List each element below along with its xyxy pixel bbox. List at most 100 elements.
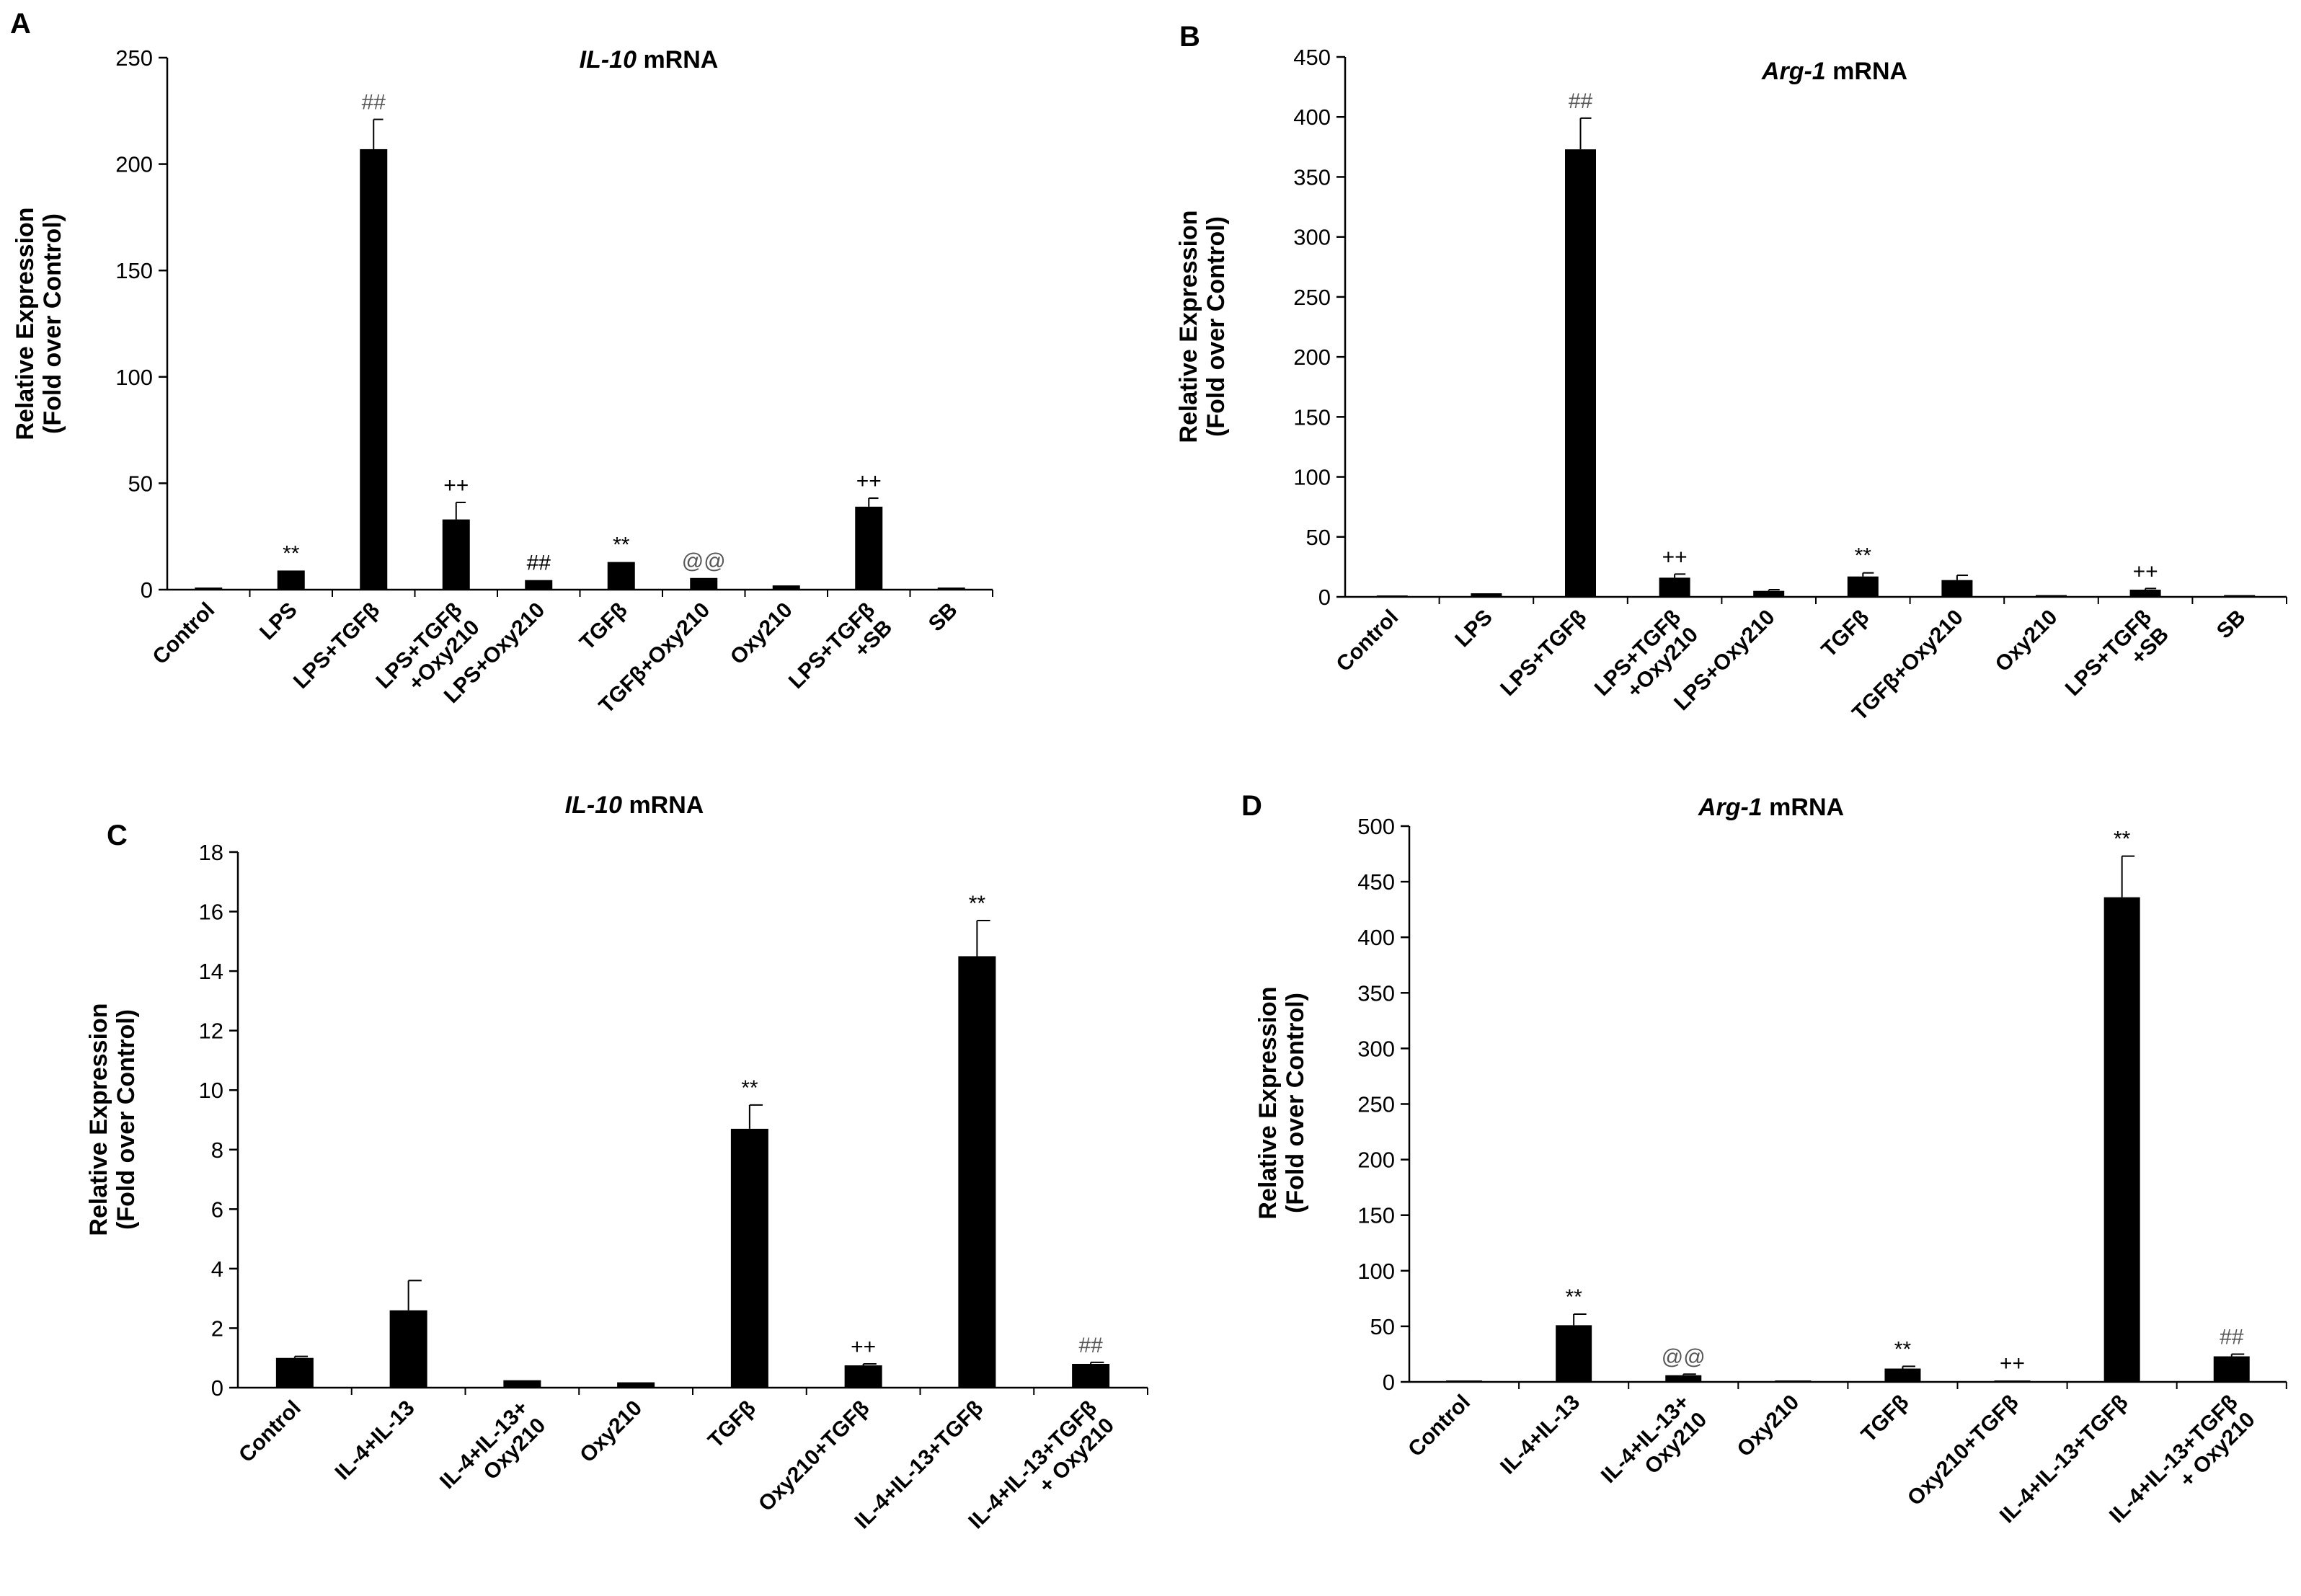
significance-marker: ## <box>1569 89 1593 113</box>
y-tick-label: 250 <box>115 45 153 71</box>
category-label: SB <box>2212 606 2251 644</box>
y-tick-label: 50 <box>128 471 153 496</box>
bar <box>389 1310 427 1388</box>
bar <box>1446 1380 1483 1382</box>
bar <box>1753 590 1785 597</box>
y-tick-label: 250 <box>1293 285 1331 310</box>
significance-marker: ++ <box>851 1335 876 1359</box>
significance-marker: ++ <box>856 469 882 493</box>
category-label: IL-4+IL-13+Oxy210 <box>435 1396 550 1511</box>
significance-marker: ** <box>1565 1285 1582 1309</box>
category-label: TGFβ <box>704 1396 761 1453</box>
category-label: Control <box>1404 1391 1475 1462</box>
panel-label: B <box>1179 21 1200 53</box>
category-label: TGFβ <box>575 598 632 655</box>
category-label: Oxy210 <box>1991 606 2062 677</box>
y-tick-label: 100 <box>115 365 153 390</box>
y-tick-label: 10 <box>199 1078 223 1103</box>
category-label: LPS+TGFβ <box>1496 606 1591 701</box>
bar <box>855 506 883 590</box>
category-label: IL-4+IL-13 <box>331 1396 420 1485</box>
bar <box>1941 580 1973 597</box>
y-tick-label: 300 <box>1357 1036 1395 1061</box>
y-axis-label: Relative Expression(Fold over Control) <box>85 1003 140 1236</box>
bar <box>2129 590 2161 597</box>
significance-marker: ** <box>741 1076 758 1100</box>
bar <box>1884 1368 1921 1382</box>
bar <box>937 588 965 590</box>
y-axis-label: Relative Expression(Fold over Control) <box>1254 986 1309 1219</box>
y-tick-label: 300 <box>1293 225 1331 250</box>
y-tick-label: 150 <box>1293 404 1331 430</box>
bar <box>730 1128 768 1388</box>
chart-title: IL-10 mRNA <box>580 46 719 74</box>
bar <box>1471 593 1502 597</box>
category-label: Oxy210+TGFβ <box>1903 1391 2023 1511</box>
bar <box>503 1380 541 1388</box>
bar <box>277 570 305 590</box>
bar <box>958 956 996 1388</box>
y-axis-label: Relative Expression(Fold over Control) <box>12 207 66 440</box>
significance-marker: ** <box>1894 1337 1912 1361</box>
y-tick-label: 400 <box>1357 925 1395 950</box>
category-label: LPS+TGFβ+SB <box>784 598 897 711</box>
category-label: LPS+TGFβ <box>289 598 384 693</box>
y-tick-label: 0 <box>1383 1370 1395 1395</box>
significance-marker: ++ <box>2000 1352 2025 1375</box>
significance-marker: ** <box>1855 544 1872 568</box>
y-tick-label: 450 <box>1357 869 1395 895</box>
significance-marker: ++ <box>1662 545 1688 569</box>
y-tick-label: 200 <box>115 152 153 177</box>
bar <box>2103 897 2140 1382</box>
y-tick-label: 250 <box>1357 1092 1395 1117</box>
category-label: IL-4+IL-13+Oxy210 <box>1597 1391 1711 1505</box>
bar <box>275 1357 314 1388</box>
category-label: LPS+Oxy210 <box>1670 606 1779 715</box>
y-tick-label: 350 <box>1357 980 1395 1006</box>
bar <box>1994 1380 2031 1382</box>
significance-marker: ** <box>2114 828 2131 851</box>
panel-a: A IL-10 mRNA 0 50 100 150 200 250 Relative Expre… <box>10 8 993 718</box>
y-tick-label: 100 <box>1357 1259 1395 1284</box>
significance-marker: ** <box>613 533 630 557</box>
y-tick-label: 150 <box>115 258 153 283</box>
bar <box>525 580 553 590</box>
y-tick-label: 400 <box>1293 105 1331 130</box>
y-tick-label: 0 <box>141 577 153 603</box>
y-tick-label: 18 <box>199 840 223 865</box>
category-label: Control <box>234 1396 306 1468</box>
y-tick-label: 6 <box>211 1197 223 1222</box>
y-tick-label: 200 <box>1293 345 1331 370</box>
bar <box>360 148 388 590</box>
category-label: TGFβ <box>1857 1391 1914 1448</box>
y-tick-label: 100 <box>1293 465 1331 490</box>
bar <box>607 562 635 590</box>
significance-marker: ## <box>362 91 386 115</box>
panel-b: B Arg-1 mRNA 0 50 100 150 200 250 300 350 400 450 Re… <box>1175 21 2287 725</box>
y-tick-label: 0 <box>1318 585 1331 610</box>
bar <box>1665 1375 1702 1382</box>
bar <box>1376 595 1408 597</box>
bar <box>1775 1380 1812 1382</box>
category-label: IL-4+IL-13 <box>1496 1391 1584 1479</box>
y-tick-label: 16 <box>199 900 223 925</box>
panel-c: C IL-10 mRNA 0 2 4 6 8 10 12 14 16 18 Relative Expre… <box>85 792 1148 1533</box>
significance-marker: @@ <box>682 549 726 573</box>
y-tick-label: 12 <box>199 1019 223 1044</box>
significance-marker: ++ <box>443 474 469 497</box>
bar <box>2224 595 2256 597</box>
y-tick-label: 50 <box>1306 525 1331 550</box>
panel-label: C <box>107 820 128 851</box>
y-tick-label: 50 <box>1370 1314 1395 1339</box>
panel-label: D <box>1241 790 1262 822</box>
y-tick-label: 450 <box>1293 45 1331 70</box>
y-tick-label: 2 <box>211 1316 223 1341</box>
y-tick-label: 0 <box>211 1375 223 1401</box>
category-label: TGFβ <box>1817 606 1874 662</box>
significance-marker: ** <box>969 892 986 916</box>
y-tick-label: 200 <box>1357 1148 1395 1173</box>
significance-marker: ** <box>283 541 300 565</box>
bar <box>1659 577 1690 597</box>
bar <box>2036 595 2067 597</box>
